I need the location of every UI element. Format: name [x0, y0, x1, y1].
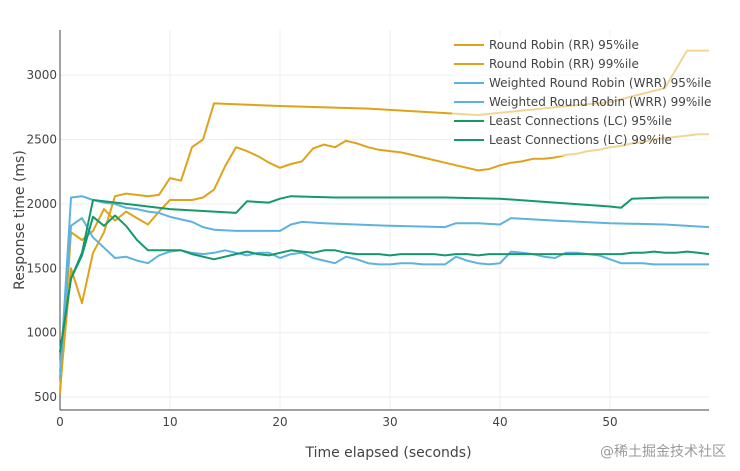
- y-axis-title: Response time (ms): [12, 150, 28, 290]
- y-tick-label: 1500: [26, 261, 57, 275]
- series-line-4: [59, 217, 709, 372]
- legend-item[interactable]: Weighted Round Robin (WRR) 95%ile: [454, 76, 711, 90]
- y-tick-label: 2000: [26, 197, 57, 211]
- series-line-5: [59, 195, 709, 353]
- legend-item[interactable]: Least Connections (LC) 95%ile: [454, 114, 672, 128]
- x-tick-label: 10: [162, 415, 177, 429]
- legend-label: Round Robin (RR) 99%ile: [489, 57, 639, 71]
- legend-item[interactable]: Weighted Round Robin (WRR) 99%ile: [454, 95, 711, 109]
- x-tick-label: 40: [492, 415, 507, 429]
- legend-item[interactable]: Round Robin (RR) 95%ile: [454, 38, 639, 52]
- series-line-6: [59, 214, 710, 353]
- legend-label: Round Robin (RR) 95%ile: [489, 38, 639, 52]
- y-tick-label: 500: [34, 390, 57, 404]
- tick-labels: 0 10 20 30 40 50 500 1000 1500 2000 2500 3000: [26, 68, 617, 429]
- x-tick-label: 20: [272, 415, 287, 429]
- legend-item[interactable]: Least Connections (LC) 99%ile: [454, 133, 672, 147]
- legend-label: Least Connections (LC) 95%ile: [489, 114, 672, 128]
- legend-background: [452, 34, 718, 156]
- legend-label: Weighted Round Robin (WRR) 95%ile: [489, 76, 711, 90]
- series-line-3: [59, 195, 710, 378]
- legend-item[interactable]: Round Robin (RR) 99%ile: [454, 57, 639, 71]
- x-tick-label: 30: [382, 415, 397, 429]
- x-tick-label: 50: [602, 415, 617, 429]
- x-tick-label: 0: [56, 415, 64, 429]
- y-tick-label: 1000: [26, 326, 57, 340]
- watermark: @稀土掘金技术社区: [600, 444, 726, 460]
- y-tick-label: 2500: [26, 132, 57, 146]
- legend-label: Least Connections (LC) 99%ile: [489, 133, 672, 147]
- legend[interactable]: Round Robin (RR) 95%ile Round Robin (RR) …: [452, 34, 718, 156]
- x-axis-title: Time elapsed (seconds): [304, 445, 471, 461]
- legend-label: Weighted Round Robin (WRR) 99%ile: [489, 95, 711, 109]
- y-tick-label: 3000: [26, 68, 57, 82]
